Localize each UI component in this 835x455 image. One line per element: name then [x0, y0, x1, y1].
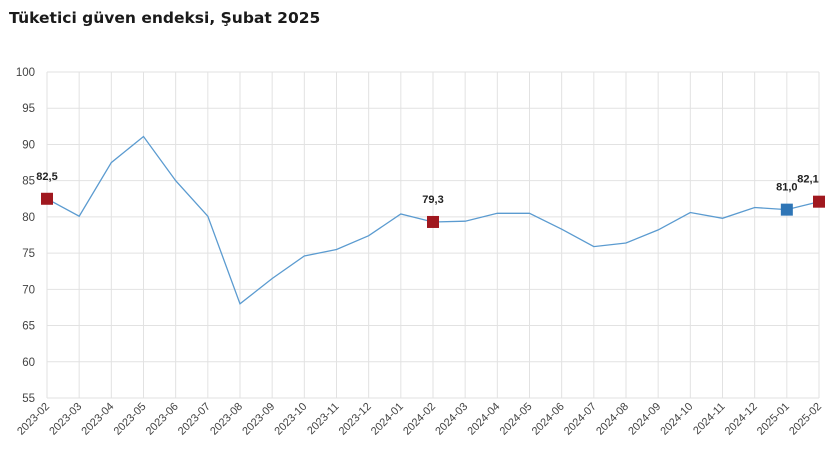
x-tick-label: 2023-05 — [112, 401, 149, 438]
y-tick-label: 80 — [22, 212, 35, 224]
data-label: 81,0 — [776, 182, 797, 194]
highlight-markers: 82,5 79,3 81,082,1 — [36, 171, 825, 228]
x-tick-label: 2023-04 — [79, 401, 116, 438]
x-tick-label: 2024-03 — [433, 401, 470, 438]
x-tick-label: 2024-05 — [498, 401, 535, 438]
x-tick-label: 2024-10 — [658, 401, 695, 438]
x-axis-ticks: 2023-022023-032023-042023-052023-062023-… — [15, 401, 824, 438]
y-tick-label: 100 — [16, 67, 35, 79]
highlight-marker — [41, 192, 53, 205]
x-tick-label: 2023-08 — [208, 401, 245, 438]
y-tick-label: 55 — [22, 393, 35, 405]
x-tick-label: 2023-10 — [272, 401, 309, 438]
chart-title: Tüketici güven endeksi, Şubat 2025 — [9, 9, 321, 27]
y-tick-label: 85 — [22, 176, 35, 188]
data-label: 79,3 — [422, 194, 443, 206]
x-tick-label: 2023-02 — [15, 401, 52, 438]
x-tick-label: 2024-09 — [626, 401, 663, 438]
y-tick-label: 70 — [22, 284, 35, 296]
highlight-marker — [427, 215, 439, 228]
x-tick-label: 2024-07 — [562, 401, 599, 438]
x-tick-label: 2024-04 — [465, 401, 502, 438]
x-tick-label: 2023-07 — [176, 401, 213, 438]
x-tick-label: 2024-11 — [691, 401, 727, 437]
x-tick-label: 2024-01 — [369, 401, 406, 438]
data-label: 82,1 — [797, 174, 818, 186]
x-tick-label: 2025-01 — [755, 401, 792, 438]
data-label: 82,5 — [36, 171, 57, 183]
y-tick-label: 60 — [22, 357, 35, 369]
x-tick-label: 2024-02 — [401, 401, 438, 438]
grid — [46, 71, 820, 399]
x-tick-label: 2023-06 — [144, 401, 181, 438]
highlight-marker — [813, 195, 825, 208]
y-tick-label: 75 — [22, 248, 35, 260]
y-axis-ticks: 55 60 65 70 75 80 85 90 95 100 — [16, 67, 35, 405]
x-tick-label: 2023-09 — [240, 401, 277, 438]
x-tick-label: 2024-06 — [530, 401, 567, 438]
x-tick-label: 2023-11 — [305, 401, 341, 437]
y-tick-label: 65 — [22, 321, 35, 333]
y-tick-label: 95 — [22, 103, 35, 115]
x-tick-label: 2023-12 — [337, 401, 374, 438]
x-tick-label: 2024-08 — [594, 401, 631, 438]
x-tick-label: 2023-03 — [47, 401, 84, 438]
x-tick-label: 2024-12 — [723, 401, 760, 438]
highlight-marker — [780, 203, 793, 216]
y-tick-label: 90 — [22, 139, 35, 151]
x-tick-label: 2025-02 — [787, 401, 824, 438]
